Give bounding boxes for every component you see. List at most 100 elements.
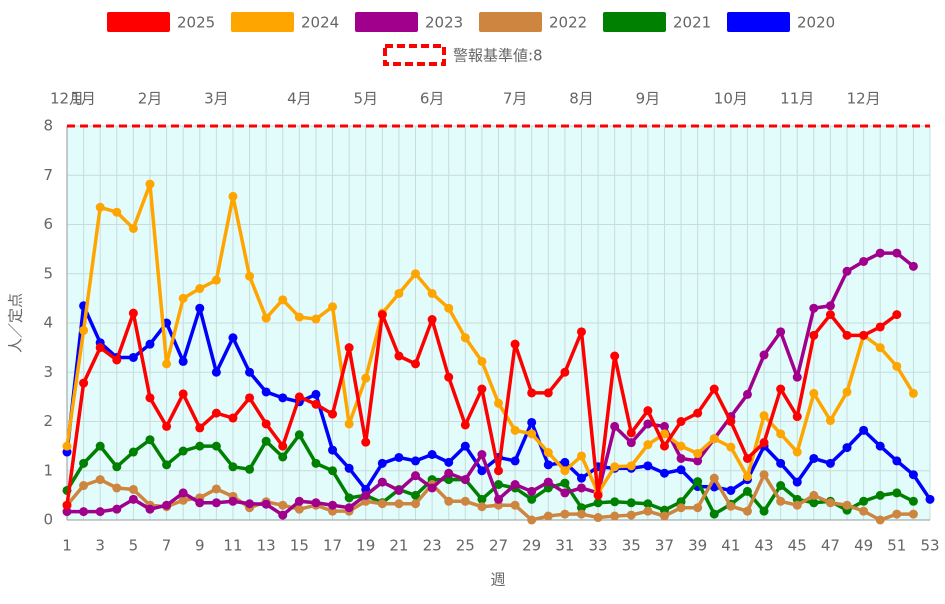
y-tick-label: 0 — [43, 511, 53, 529]
data-point — [560, 457, 570, 467]
data-point — [294, 504, 304, 514]
data-point — [776, 327, 786, 337]
data-point — [162, 421, 172, 431]
top-tick-label: 9月 — [636, 90, 661, 108]
data-point — [128, 352, 138, 362]
data-point — [128, 447, 138, 457]
data-point — [576, 503, 586, 513]
data-point — [62, 507, 72, 517]
y-tick-label: 4 — [43, 314, 53, 332]
data-point — [875, 322, 885, 332]
data-point — [427, 483, 437, 493]
data-point — [460, 333, 470, 343]
data-point — [510, 500, 520, 510]
data-point — [79, 378, 89, 388]
series-line — [65, 472, 914, 522]
data-point — [195, 303, 205, 313]
data-point — [427, 315, 437, 325]
x-tick-label: 13 — [257, 537, 276, 555]
data-point — [875, 515, 885, 525]
legend-swatch — [231, 12, 294, 32]
data-point — [643, 506, 653, 516]
data-point — [228, 462, 238, 472]
data-point — [95, 441, 105, 451]
legend-swatch — [107, 12, 170, 32]
data-point — [394, 485, 404, 495]
data-point — [162, 500, 172, 510]
data-point — [444, 496, 454, 506]
data-point — [444, 372, 454, 382]
data-point — [261, 436, 271, 446]
data-point — [709, 384, 719, 394]
data-point — [411, 471, 421, 481]
x-tick-label: 21 — [389, 537, 408, 555]
data-point — [759, 350, 769, 360]
data-point — [809, 388, 819, 398]
data-point — [477, 384, 487, 394]
x-tick-label: 43 — [754, 537, 773, 555]
data-point — [742, 472, 752, 482]
x-tick-label: 19 — [356, 537, 375, 555]
data-point — [328, 466, 338, 476]
x-tick-label: 27 — [489, 537, 508, 555]
data-point — [444, 457, 454, 467]
data-point — [361, 373, 371, 383]
x-tick-label: 1 — [62, 537, 72, 555]
data-point — [510, 480, 520, 490]
data-point — [344, 343, 354, 353]
data-point — [527, 494, 537, 504]
data-point — [311, 399, 321, 409]
data-point — [145, 393, 155, 403]
data-point — [560, 509, 570, 519]
data-point — [377, 477, 387, 487]
x-tick-label: 49 — [854, 537, 873, 555]
data-point — [543, 448, 553, 458]
data-point — [742, 506, 752, 516]
data-point — [576, 483, 586, 493]
data-point — [112, 462, 122, 472]
data-point — [892, 310, 902, 320]
data-point — [792, 447, 802, 457]
data-point — [128, 223, 138, 233]
x-tick-label: 47 — [821, 537, 840, 555]
data-point — [361, 490, 371, 500]
data-point — [709, 434, 719, 444]
data-point — [178, 293, 188, 303]
data-point — [676, 465, 686, 475]
data-point — [693, 449, 703, 459]
data-point — [79, 481, 89, 491]
data-point — [211, 408, 221, 418]
data-point — [79, 325, 89, 335]
data-point — [527, 417, 537, 427]
data-point — [261, 313, 271, 323]
data-point — [659, 429, 669, 439]
legend-swatch — [355, 12, 418, 32]
legend-label: 2020 — [797, 14, 835, 32]
data-point — [112, 483, 122, 493]
data-point — [709, 473, 719, 483]
data-point — [211, 441, 221, 451]
data-point — [543, 460, 553, 470]
legend-label: 2021 — [673, 14, 711, 32]
data-point — [278, 295, 288, 305]
data-point — [294, 312, 304, 322]
data-point — [809, 330, 819, 340]
data-point — [626, 510, 636, 520]
data-point — [593, 498, 603, 508]
data-point — [908, 496, 918, 506]
data-point — [776, 458, 786, 468]
data-point — [626, 498, 636, 508]
data-point — [377, 458, 387, 468]
data-point — [95, 507, 105, 517]
data-point — [726, 442, 736, 452]
data-point — [610, 511, 620, 521]
data-point — [62, 500, 72, 510]
data-point — [145, 504, 155, 514]
data-point — [560, 367, 570, 377]
data-point — [477, 466, 487, 476]
data-point — [261, 419, 271, 429]
data-point — [809, 303, 819, 313]
data-point — [576, 509, 586, 519]
data-point — [776, 496, 786, 506]
data-point — [178, 446, 188, 456]
